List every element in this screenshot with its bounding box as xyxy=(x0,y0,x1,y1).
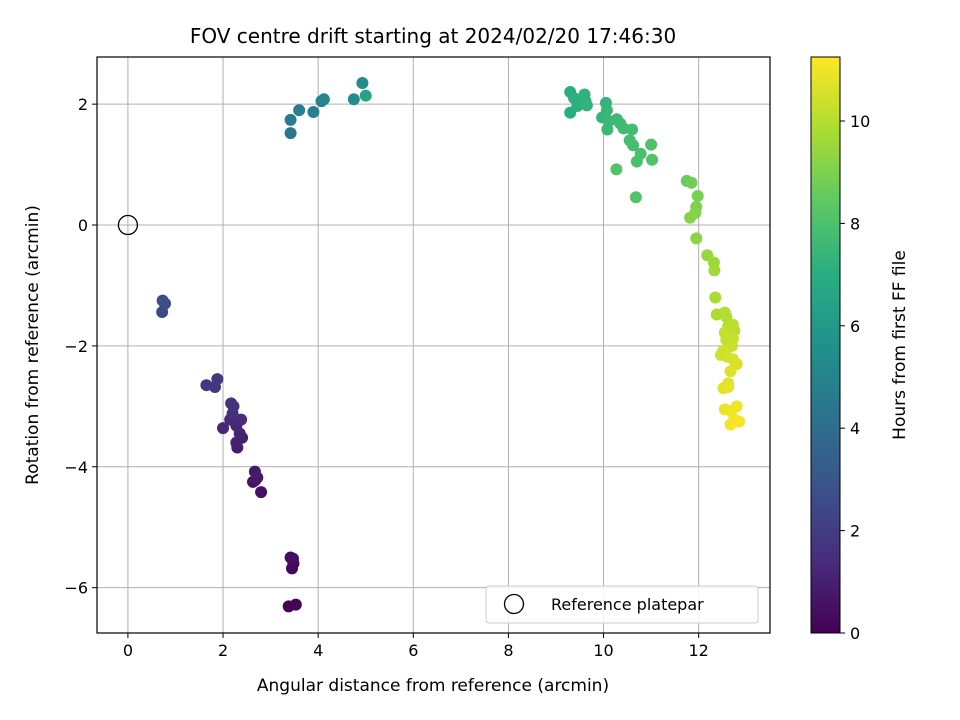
y-axis: −6 −4 −2 0 2 xyxy=(64,95,97,598)
reference-point xyxy=(117,214,139,236)
scatter-point xyxy=(284,113,297,126)
x-tick-label: 4 xyxy=(313,641,323,660)
scatter-point xyxy=(211,373,224,386)
scatter-point xyxy=(200,379,213,392)
legend-box xyxy=(485,585,759,624)
x-tick-label: 6 xyxy=(408,641,418,660)
legend: Reference platepar xyxy=(485,585,759,624)
scatter-point xyxy=(307,106,320,119)
reference-marker xyxy=(117,214,139,236)
scatter-point xyxy=(626,123,639,136)
scatter-point xyxy=(248,465,261,478)
scatter-point xyxy=(317,93,330,106)
scatter-point xyxy=(255,486,268,499)
scatter-point xyxy=(610,163,623,176)
scatter-point xyxy=(359,89,372,102)
data-points xyxy=(156,76,746,613)
scatter-point xyxy=(690,232,703,245)
y-tick-label: −6 xyxy=(64,579,88,598)
scatter-point xyxy=(684,211,697,224)
scatter-point xyxy=(724,365,737,378)
scatter-point xyxy=(600,104,613,117)
y-tick-label: 0 xyxy=(78,216,88,235)
y-tick-label: −2 xyxy=(64,337,88,356)
gridlines xyxy=(97,57,770,633)
colorbar-ticks: 0 2 4 6 8 10 xyxy=(840,112,870,643)
colorbar-label: Hours from first FF file xyxy=(890,250,910,440)
y-tick-label: 2 xyxy=(78,95,88,114)
x-tick-label: 8 xyxy=(503,641,513,660)
plot-frame xyxy=(96,56,771,634)
scatter-point xyxy=(720,310,733,323)
scatter-point xyxy=(580,99,593,112)
y-tick-label: −4 xyxy=(64,458,88,477)
scatter-point xyxy=(293,104,306,117)
scatter-point xyxy=(646,153,659,166)
colorbar-tick-label: 2 xyxy=(850,522,860,541)
colorbar-tick-label: 8 xyxy=(850,214,860,233)
scatter-point xyxy=(230,436,243,449)
scatter-point xyxy=(722,381,735,394)
scatter-point xyxy=(347,93,360,106)
x-tick-label: 12 xyxy=(688,641,708,660)
chart-title: FOV centre drift starting at 2024/02/20 … xyxy=(190,24,676,48)
scatter-point xyxy=(733,415,746,428)
scatter-point xyxy=(217,422,230,435)
scatter-point xyxy=(691,190,704,203)
scatter-point xyxy=(627,139,640,152)
scatter-point xyxy=(630,155,643,168)
y-axis-label: Rotation from reference (arcmin) xyxy=(23,205,43,485)
scatter-point xyxy=(356,76,369,89)
scatter-point xyxy=(645,138,658,151)
colorbar-gradient xyxy=(810,56,841,634)
scatter-point xyxy=(156,294,169,307)
scatter-point xyxy=(286,552,299,565)
colorbar-tick-label: 6 xyxy=(850,317,860,336)
scatter-point xyxy=(601,123,614,136)
scatter-point xyxy=(235,413,248,426)
scatter-point xyxy=(708,264,721,277)
scatter-point xyxy=(629,191,642,204)
legend-entry-reference: Reference platepar xyxy=(551,595,704,614)
x-tick-label: 10 xyxy=(593,641,613,660)
scatter-point xyxy=(685,176,698,189)
scatter-point xyxy=(284,127,297,140)
scatter-point xyxy=(289,598,302,611)
scatter-point xyxy=(730,400,743,413)
scatter-point xyxy=(578,88,591,101)
colorbar-tick-label: 10 xyxy=(850,112,870,131)
x-axis: 0 2 4 6 8 10 12 xyxy=(123,633,709,660)
x-tick-label: 2 xyxy=(218,641,228,660)
colorbar-tick-label: 0 xyxy=(850,624,860,643)
legend-marker-icon xyxy=(503,593,525,615)
colorbar-tick-label: 4 xyxy=(850,419,860,438)
colorbar: 0 2 4 6 8 10 Hours from first FF file xyxy=(810,56,910,643)
x-tick-label: 0 xyxy=(123,641,133,660)
scatter-point xyxy=(225,397,238,410)
scatter-point xyxy=(709,291,722,304)
x-axis-label: Angular distance from reference (arcmin) xyxy=(257,676,609,696)
